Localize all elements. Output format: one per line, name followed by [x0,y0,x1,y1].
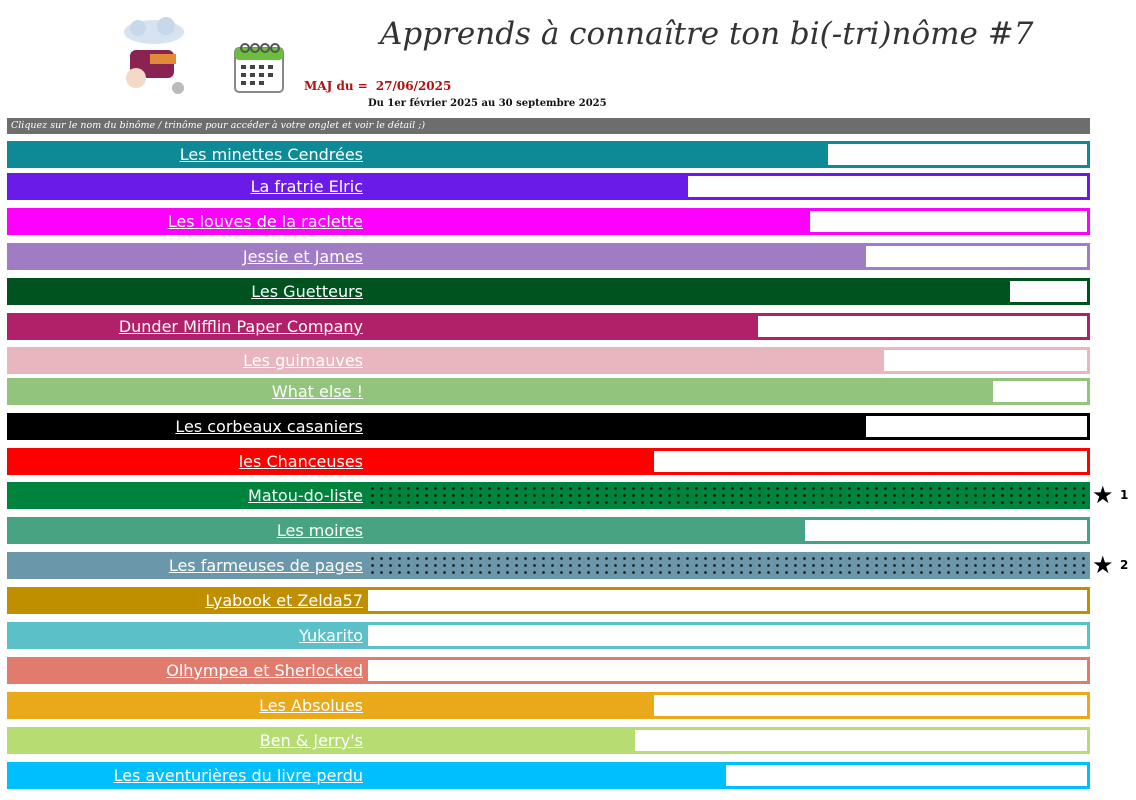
progress-fill [368,451,655,472]
progress-bar [365,552,1090,579]
star-icon: ★ [1092,481,1114,509]
progress-bar [365,517,1090,544]
challenge-period: Du 1er février 2025 au 30 septembre 2025 [368,98,607,109]
team-link[interactable]: Les corbeaux casaniers [7,413,365,440]
progress-fill [368,416,867,437]
team-link[interactable]: Ben & Jerry's [7,727,365,754]
team-link[interactable]: Les aventurières du livre perdu [7,762,365,789]
team-link[interactable]: Les Guetteurs [7,278,365,305]
progress-bar [365,347,1090,374]
progress-bar [365,727,1090,754]
progress-bar [365,762,1090,789]
team-link[interactable]: Lyabook et Zelda57 [7,587,365,614]
progress-bar [365,587,1090,614]
team-link[interactable]: What else ! [7,378,365,405]
progress-bar [365,173,1090,200]
rank-number: 2 [1120,558,1129,572]
progress-fill [368,350,885,371]
progress-bar [365,141,1090,168]
progress-bar [365,482,1090,509]
team-link[interactable]: Les Absolues [7,692,365,719]
team-link[interactable]: Les farmeuses de pages [7,552,365,579]
update-info: MAJ du = 27/06/2025 [304,79,451,93]
progress-fill [368,281,1011,302]
progress-fill [368,246,867,267]
progress-fill [368,730,636,751]
team-link[interactable]: Les louves de la raclette [7,208,365,235]
team-link[interactable]: Olhympea et Sherlocked [7,657,365,684]
page-title: Apprends à connaître ton bi(-tri)nôme #7 [380,16,1034,52]
progress-bar [365,657,1090,684]
team-link[interactable]: Jessie et James [7,243,365,270]
progress-fill [368,520,806,541]
rank-number: 1 [1120,488,1129,502]
calendar-icon [234,43,284,93]
progress-bar [365,413,1090,440]
progress-bar [365,278,1090,305]
progress-bar [365,378,1090,405]
progress-bar [365,313,1090,340]
team-link[interactable]: La fratrie Elric [7,173,365,200]
team-link[interactable]: Les guimauves [7,347,365,374]
team-link[interactable]: Les minettes Cendrées [7,141,365,168]
team-link[interactable]: Dunder Mifflin Paper Company [7,313,365,340]
book-club-logo-icon [124,17,184,94]
progress-bar [365,448,1090,475]
progress-fill [368,316,759,337]
progress-bar [365,243,1090,270]
team-link[interactable]: les Chanceuses [7,448,365,475]
team-link[interactable]: Matou-do-liste [7,482,365,509]
progress-bar [365,208,1090,235]
update-date: 27/06/2025 [375,79,452,93]
progress-fill [368,765,727,786]
progress-fill [368,485,1087,506]
progress-bar [365,692,1090,719]
instruction-banner: Cliquez sur le nom du binôme / trinôme p… [7,118,1090,134]
team-link[interactable]: Les moires [7,517,365,544]
progress-fill [368,176,688,197]
progress-fill [368,211,811,232]
progress-fill [368,381,993,402]
progress-fill [368,555,1087,576]
progress-bar [365,622,1090,649]
progress-fill [368,144,829,165]
progress-fill [368,695,655,716]
star-icon: ★ [1092,551,1114,579]
update-label: MAJ du = [304,79,368,93]
team-link[interactable]: Yukarito [7,622,365,649]
